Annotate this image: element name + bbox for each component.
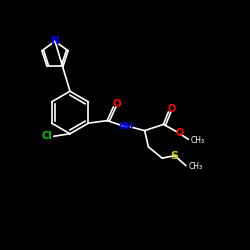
Text: O: O xyxy=(112,99,121,109)
Text: CH₃: CH₃ xyxy=(191,136,205,145)
Text: NH: NH xyxy=(118,122,134,132)
Text: CH₃: CH₃ xyxy=(188,162,202,172)
Text: O: O xyxy=(176,128,184,138)
Text: Cl: Cl xyxy=(42,131,52,141)
Text: O: O xyxy=(167,104,175,114)
Text: S: S xyxy=(171,150,179,161)
Text: N: N xyxy=(51,36,59,46)
